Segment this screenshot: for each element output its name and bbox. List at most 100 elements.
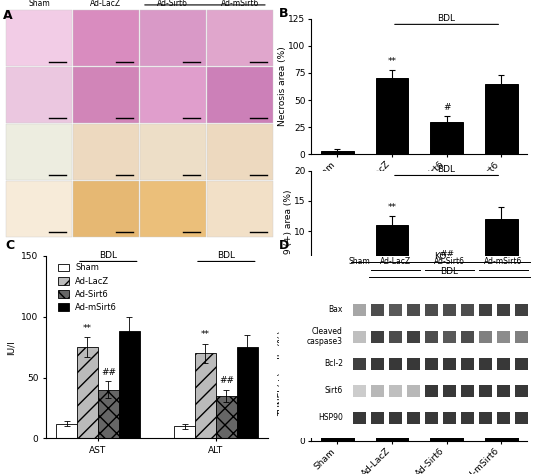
Text: BDL: BDL <box>438 301 456 310</box>
Text: Sham: Sham <box>28 0 50 9</box>
Text: **: ** <box>387 203 397 212</box>
Text: Bcl-2: Bcl-2 <box>324 359 343 368</box>
Bar <box>461 411 474 424</box>
Bar <box>497 330 510 343</box>
Text: BDL: BDL <box>217 251 235 260</box>
Text: D: D <box>279 239 289 252</box>
Bar <box>56 424 77 438</box>
Bar <box>430 267 463 292</box>
Bar <box>375 225 408 292</box>
Bar <box>425 303 438 316</box>
Text: ##: ## <box>219 376 234 385</box>
Bar <box>497 411 510 424</box>
Bar <box>443 384 456 397</box>
Bar <box>407 330 420 343</box>
Y-axis label: CK19 (+) area (%): CK19 (+) area (%) <box>283 190 293 273</box>
Bar <box>119 331 140 438</box>
Bar <box>407 357 420 370</box>
Y-axis label: TUNEL(+) cells (%): TUNEL(+) cells (%) <box>278 330 287 416</box>
Bar <box>497 357 510 370</box>
Bar <box>514 411 528 424</box>
Bar <box>514 384 528 397</box>
Text: BDL: BDL <box>438 14 456 23</box>
Text: C: C <box>5 239 15 252</box>
Bar <box>430 414 463 441</box>
Text: Ad-mSirt6: Ad-mSirt6 <box>484 257 523 266</box>
Bar <box>479 384 492 397</box>
Bar <box>485 219 518 292</box>
Bar <box>375 78 408 154</box>
Text: BDL: BDL <box>438 165 456 174</box>
Bar <box>353 384 366 397</box>
Bar <box>485 84 518 154</box>
Bar <box>353 411 366 424</box>
Bar <box>389 330 403 343</box>
Bar <box>461 357 474 370</box>
Text: ***: *** <box>385 344 399 353</box>
Text: Ad-mSirt6: Ad-mSirt6 <box>221 0 259 9</box>
Y-axis label: IU/l: IU/l <box>6 340 16 355</box>
Bar <box>443 330 456 343</box>
Text: **: ** <box>387 57 397 66</box>
Text: Sham: Sham <box>349 257 371 266</box>
Text: #: # <box>443 103 450 112</box>
Bar <box>353 303 366 316</box>
Text: BDL: BDL <box>100 251 117 260</box>
Bar <box>371 330 384 343</box>
Bar <box>407 303 420 316</box>
Bar <box>237 347 258 438</box>
Text: ##: ## <box>439 250 454 259</box>
Text: Bax: Bax <box>328 305 343 314</box>
Bar <box>321 151 354 154</box>
Bar <box>389 357 403 370</box>
Bar <box>479 330 492 343</box>
Bar <box>425 384 438 397</box>
Bar <box>479 411 492 424</box>
Bar <box>430 122 463 154</box>
Bar <box>497 303 510 316</box>
Bar <box>98 390 119 438</box>
Bar <box>479 357 492 370</box>
Bar <box>461 384 474 397</box>
Text: **: ** <box>83 324 92 333</box>
Bar <box>375 364 408 441</box>
Bar <box>443 357 456 370</box>
Bar <box>389 303 403 316</box>
Bar <box>514 357 528 370</box>
Bar <box>321 289 354 292</box>
Bar <box>321 437 354 441</box>
Bar <box>425 411 438 424</box>
Text: HSP90: HSP90 <box>318 413 343 422</box>
Text: Cleaved
caspase3: Cleaved caspase3 <box>307 327 343 346</box>
Bar <box>353 330 366 343</box>
Bar <box>461 303 474 316</box>
Bar <box>479 303 492 316</box>
Text: **: ** <box>201 330 210 339</box>
Bar <box>497 384 510 397</box>
Bar <box>371 357 384 370</box>
Bar <box>174 426 195 438</box>
Bar <box>425 330 438 343</box>
Legend: Sham, Ad-LacZ, Ad-Sirt6, Ad-mSirt6: Sham, Ad-LacZ, Ad-Sirt6, Ad-mSirt6 <box>55 260 121 315</box>
Bar <box>514 303 528 316</box>
Bar <box>216 396 237 438</box>
Bar <box>353 357 366 370</box>
Bar <box>443 303 456 316</box>
Text: Ad-Sirt6: Ad-Sirt6 <box>434 257 465 266</box>
Text: A: A <box>3 9 12 22</box>
Text: BDL: BDL <box>440 267 459 276</box>
Text: KO: KO <box>434 252 447 261</box>
Text: #: # <box>443 395 450 404</box>
Bar <box>389 411 403 424</box>
Text: Ad-Sirt6: Ad-Sirt6 <box>157 0 188 9</box>
Bar <box>407 384 420 397</box>
Bar <box>371 411 384 424</box>
Bar <box>461 330 474 343</box>
Bar <box>407 411 420 424</box>
Bar <box>371 384 384 397</box>
Bar <box>371 303 384 316</box>
Bar <box>389 384 403 397</box>
Text: Sirt6: Sirt6 <box>325 386 343 395</box>
Bar <box>425 357 438 370</box>
Y-axis label: Necrosis area (%): Necrosis area (%) <box>278 46 287 127</box>
